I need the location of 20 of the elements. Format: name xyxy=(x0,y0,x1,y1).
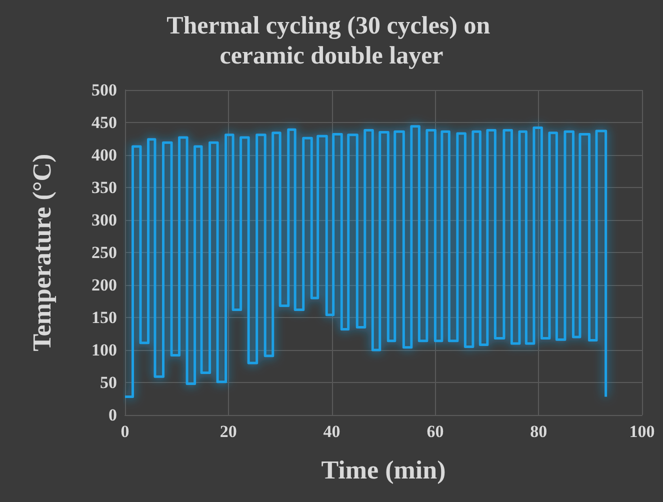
x-tick-label: 40 xyxy=(323,422,340,441)
x-axis-title: Time (min) xyxy=(321,456,446,484)
y-tick-label: 100 xyxy=(92,340,117,360)
x-tick-label: 60 xyxy=(426,422,444,441)
y-tick-label: 0 xyxy=(108,406,117,424)
y-tick-label: 150 xyxy=(92,308,117,327)
y-tick-label: 500 xyxy=(92,80,117,100)
y-tick-label: 50 xyxy=(100,373,117,392)
y-tick-label: 250 xyxy=(92,243,117,262)
y-tick-label: 400 xyxy=(92,146,117,164)
y-tick-label: 450 xyxy=(92,113,117,132)
x-tick-label: 20 xyxy=(220,422,237,441)
x-tick-label: 0 xyxy=(120,422,130,441)
y-axis-title: Temperature (°C) xyxy=(28,154,56,352)
chart-title: Thermal cycling (30 cycles) on ceramic double layer xyxy=(166,12,496,70)
x-tick-label: 80 xyxy=(530,422,548,441)
y-tick-label: 200 xyxy=(92,276,117,294)
y-tick-label: 350 xyxy=(92,178,117,197)
x-tick-label: 100 xyxy=(629,422,655,441)
y-tick-label: 300 xyxy=(92,210,117,230)
